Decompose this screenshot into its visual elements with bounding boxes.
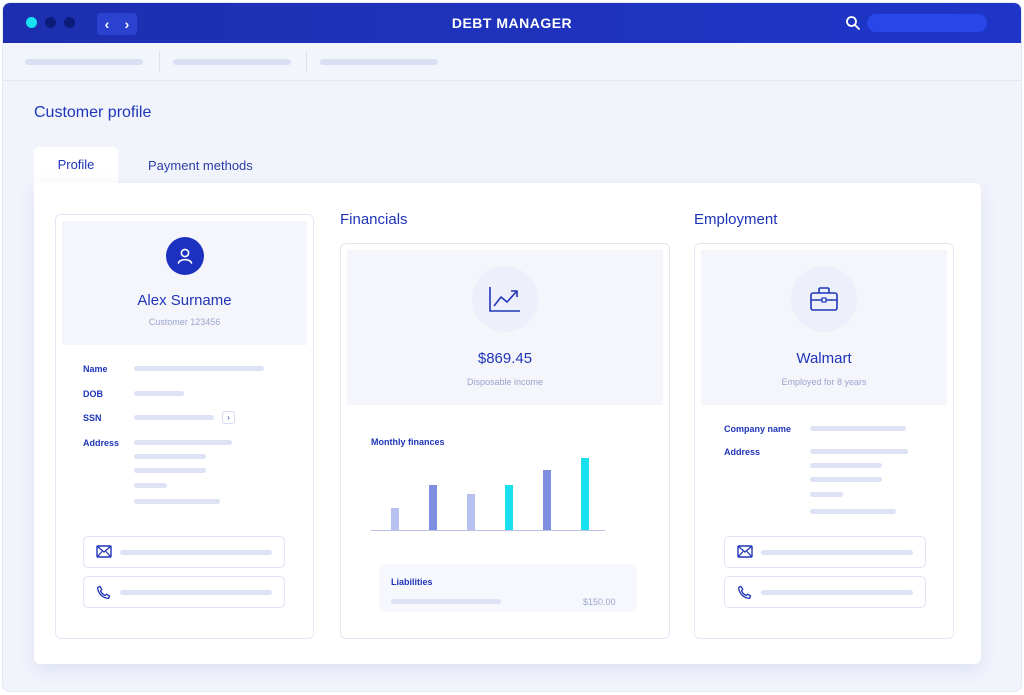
- employment-panel: Walmart Employed for 8 years Company nam…: [694, 243, 954, 639]
- employer-phone-button[interactable]: [724, 576, 926, 608]
- toolbar-tab-placeholder[interactable]: [25, 59, 143, 65]
- mail-icon: [737, 545, 753, 558]
- financials-title: Financials: [340, 211, 408, 228]
- phone-value: [120, 590, 272, 595]
- field-value-dob: [134, 391, 184, 396]
- chart-title: Monthly finances: [371, 437, 445, 447]
- tab-profile[interactable]: Profile: [34, 147, 118, 187]
- employer-address-line: [810, 463, 882, 468]
- phone-icon: [97, 585, 111, 599]
- mail-icon: [96, 545, 112, 558]
- field-label-employer-address: Address: [724, 447, 761, 457]
- address-line: [134, 468, 206, 473]
- chart-bar: [581, 458, 589, 530]
- employer-address-line: [810, 449, 908, 454]
- window-control-close[interactable]: [26, 17, 37, 28]
- phone-button[interactable]: [83, 576, 285, 608]
- avatar: [166, 237, 204, 275]
- customer-name: Alex Surname: [137, 292, 232, 309]
- window-control-maximize[interactable]: [64, 17, 75, 28]
- search-icon[interactable]: [845, 15, 861, 31]
- email-value: [120, 550, 272, 555]
- chart-bar: [505, 485, 513, 530]
- profile-card: Alex Surname Customer 123456 Name DOB SS…: [34, 183, 981, 664]
- chart-bar: [429, 485, 437, 530]
- address-line: [134, 440, 232, 445]
- search-input[interactable]: [867, 14, 987, 32]
- chart-x-axis: [371, 530, 605, 531]
- field-value-company-name: [810, 426, 906, 431]
- chart-bar: [391, 508, 399, 530]
- toolbar-divider: [159, 51, 160, 73]
- back-button[interactable]: ‹: [104, 16, 110, 32]
- trend-up-icon: [489, 287, 520, 312]
- field-label-address: Address: [83, 438, 120, 448]
- field-label-ssn: SSN: [83, 413, 102, 423]
- employer-address-line: [810, 509, 896, 514]
- employer-email-button[interactable]: [724, 536, 926, 568]
- employment-title: Employment: [694, 211, 778, 228]
- chart-bar: [467, 494, 475, 530]
- financials-panel: $869.45 Disposable income Monthly financ…: [340, 243, 670, 639]
- monthly-finances-chart: [371, 454, 605, 531]
- customer-id: Customer 123456: [148, 317, 221, 327]
- phone-icon: [738, 585, 752, 599]
- employer-address-line: [810, 492, 843, 497]
- forward-button[interactable]: ›: [124, 16, 130, 32]
- employer-email-value: [761, 550, 913, 555]
- employment-header: Walmart Employed for 8 years: [701, 250, 947, 405]
- employment-tenure: Employed for 8 years: [781, 377, 867, 387]
- title-bar: ‹ › DEBT MANAGER: [3, 3, 1021, 43]
- liabilities-value: $150.00: [583, 597, 616, 607]
- nav-buttons: ‹ ›: [97, 13, 137, 35]
- field-value-name: [134, 366, 264, 371]
- customer-panel: Alex Surname Customer 123456 Name DOB SS…: [55, 214, 314, 639]
- sub-toolbar: [3, 43, 1021, 81]
- briefcase-icon-badge: [791, 266, 857, 332]
- liabilities-bar: [391, 599, 501, 604]
- employer-name: Walmart: [796, 350, 852, 367]
- chart-bar: [543, 470, 551, 530]
- field-label-dob: DOB: [83, 389, 103, 399]
- ssn-reveal-button[interactable]: ›: [222, 411, 235, 424]
- email-button[interactable]: [83, 536, 285, 568]
- liabilities-label: Liabilities: [391, 577, 433, 587]
- toolbar-tab-placeholder[interactable]: [173, 59, 291, 65]
- financials-header: $869.45 Disposable income: [347, 250, 663, 405]
- liabilities-box: Liabilities $150.00: [379, 564, 637, 612]
- toolbar-divider: [306, 51, 307, 73]
- trend-icon-badge: [472, 266, 538, 332]
- disposable-income-caption: Disposable income: [466, 377, 544, 387]
- address-line: [134, 499, 220, 504]
- toolbar-tab-placeholder[interactable]: [320, 59, 438, 65]
- address-line: [134, 483, 167, 488]
- tab-payment-methods[interactable]: Payment methods: [148, 158, 253, 173]
- customer-header: Alex Surname Customer 123456: [62, 221, 307, 345]
- briefcase-icon: [810, 287, 838, 311]
- field-value-ssn: [134, 415, 214, 420]
- field-label-name: Name: [83, 364, 108, 374]
- user-icon: [177, 248, 193, 264]
- employer-phone-value: [761, 590, 913, 595]
- window-control-minimize[interactable]: [45, 17, 56, 28]
- address-line: [134, 454, 206, 459]
- employer-address-line: [810, 477, 882, 482]
- app-title: DEBT MANAGER: [451, 15, 573, 31]
- field-label-company-name: Company name: [724, 424, 792, 434]
- disposable-income-amount: $869.45: [477, 350, 533, 367]
- page-title: Customer profile: [34, 104, 152, 121]
